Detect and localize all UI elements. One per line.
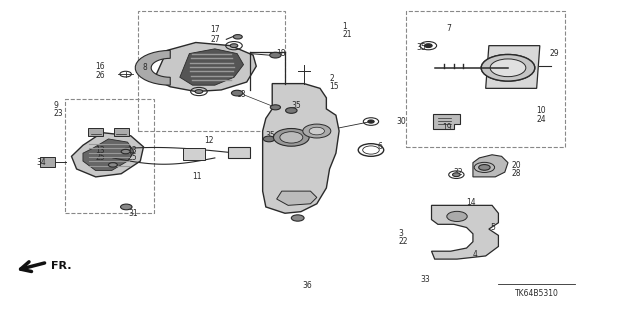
Text: 35: 35 — [417, 43, 427, 52]
Bar — [65, 100, 154, 213]
Text: 28: 28 — [511, 169, 521, 178]
Circle shape — [452, 173, 460, 177]
Text: 31: 31 — [129, 209, 138, 218]
Text: 21: 21 — [342, 30, 352, 39]
Circle shape — [269, 52, 281, 58]
Polygon shape — [486, 46, 540, 88]
Circle shape — [500, 64, 516, 71]
Text: 18: 18 — [276, 49, 286, 58]
Text: 12: 12 — [204, 136, 214, 145]
Text: 7: 7 — [446, 24, 451, 33]
Circle shape — [273, 129, 309, 146]
Text: 9: 9 — [54, 101, 58, 110]
Circle shape — [481, 55, 535, 81]
Polygon shape — [473, 155, 508, 177]
Polygon shape — [276, 191, 317, 205]
Text: TK64B5310: TK64B5310 — [515, 289, 559, 298]
Text: 22: 22 — [398, 237, 408, 246]
Circle shape — [368, 120, 374, 123]
Polygon shape — [180, 49, 244, 85]
Polygon shape — [183, 148, 205, 160]
Circle shape — [232, 90, 243, 96]
Circle shape — [270, 105, 280, 110]
Polygon shape — [72, 133, 143, 177]
Text: 36: 36 — [302, 281, 312, 291]
Polygon shape — [228, 147, 250, 158]
Text: 34: 34 — [36, 158, 46, 167]
Text: 18: 18 — [236, 90, 245, 99]
Text: 20: 20 — [511, 161, 521, 170]
Text: 13: 13 — [96, 145, 106, 154]
Circle shape — [195, 90, 203, 93]
Polygon shape — [113, 128, 129, 137]
Text: 15: 15 — [330, 82, 339, 91]
Circle shape — [121, 149, 130, 154]
Circle shape — [424, 44, 432, 48]
Text: 2: 2 — [330, 74, 334, 83]
Circle shape — [291, 215, 304, 221]
Polygon shape — [431, 205, 499, 259]
Text: 14: 14 — [467, 198, 476, 207]
Circle shape — [230, 44, 238, 48]
Text: 13: 13 — [127, 145, 137, 154]
Circle shape — [120, 204, 132, 210]
Circle shape — [309, 127, 324, 135]
Circle shape — [447, 211, 467, 221]
Text: 11: 11 — [193, 172, 202, 182]
Text: 25: 25 — [96, 153, 106, 162]
Text: FR.: FR. — [51, 261, 72, 271]
Polygon shape — [40, 157, 55, 167]
Text: 35: 35 — [291, 101, 301, 110]
Polygon shape — [262, 84, 339, 213]
Polygon shape — [135, 50, 170, 85]
Circle shape — [234, 34, 243, 39]
Circle shape — [263, 136, 275, 142]
Text: 27: 27 — [211, 35, 220, 44]
Text: 4: 4 — [473, 250, 478, 259]
Circle shape — [285, 108, 297, 113]
Polygon shape — [433, 114, 460, 129]
Polygon shape — [83, 139, 134, 171]
Text: 23: 23 — [54, 109, 63, 118]
Circle shape — [479, 165, 490, 170]
Bar — [138, 11, 285, 131]
Text: 33: 33 — [420, 275, 431, 284]
Circle shape — [108, 163, 117, 167]
Polygon shape — [88, 128, 103, 137]
Text: 26: 26 — [96, 71, 106, 80]
Text: 19: 19 — [442, 123, 452, 132]
Circle shape — [280, 132, 303, 143]
Text: 35: 35 — [266, 131, 276, 140]
Text: 1: 1 — [342, 22, 347, 31]
Circle shape — [490, 59, 526, 77]
Text: 29: 29 — [549, 49, 559, 58]
Text: 32: 32 — [454, 168, 463, 177]
Text: 5: 5 — [491, 223, 495, 232]
Text: 30: 30 — [396, 117, 406, 126]
Bar — [406, 11, 565, 147]
Text: 6: 6 — [378, 142, 382, 151]
Polygon shape — [154, 42, 256, 92]
Circle shape — [481, 55, 535, 81]
Text: 17: 17 — [211, 25, 220, 34]
Text: 16: 16 — [96, 62, 106, 71]
Text: 25: 25 — [127, 153, 137, 162]
Text: 10: 10 — [537, 106, 547, 115]
Text: 24: 24 — [537, 115, 547, 123]
Text: 8: 8 — [143, 63, 148, 72]
Circle shape — [303, 124, 331, 138]
Text: 3: 3 — [398, 229, 403, 238]
Circle shape — [490, 59, 526, 77]
